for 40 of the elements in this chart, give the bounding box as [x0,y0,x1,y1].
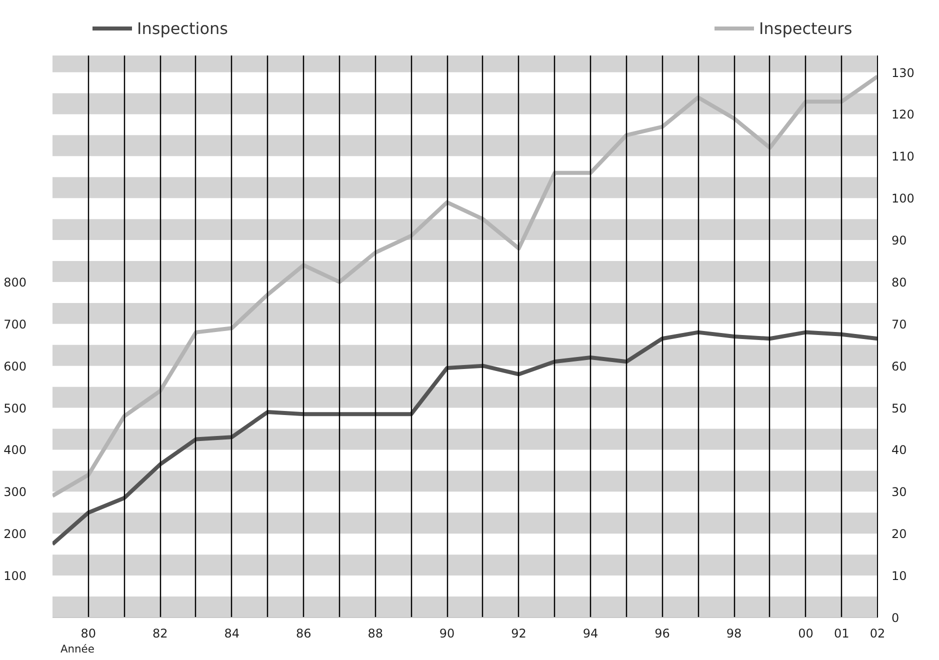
y2-tick-label: 80 [892,275,907,290]
y2-tick-label: 50 [892,401,907,416]
x-tick-label: 94 [582,626,598,640]
x-tick-label: 84 [224,626,240,640]
x-tick-label: 02 [870,626,886,640]
legend-label: Inspections [137,18,228,38]
x-tick-label: 86 [296,626,312,640]
y2-tick-label: 30 [892,485,907,500]
x-tick-label: 00 [798,626,814,640]
y-tick-label: 300 [4,485,26,500]
x-tick-label: 82 [152,626,168,640]
y-tick-label: 800 [4,275,26,290]
y-tick-label: 100 [4,569,26,584]
line-series [52,74,878,498]
y2-tick-label: 70 [892,317,907,332]
y-tick-label: 400 [4,443,26,458]
x-tick-label: 80 [80,626,96,640]
y-tick-label: 600 [4,359,26,374]
y2-tick-label: 0 [892,611,900,625]
legend-label: Inspecteurs [759,18,852,38]
x-tick-label: 88 [368,626,383,640]
y2-tick-label: 110 [892,150,914,164]
x-tick-label: 92 [511,626,526,640]
x-tick-label: 96 [654,626,670,640]
x-tick-label: 01 [834,626,850,640]
y2-tick-label: 10 [892,569,907,584]
x-tick-label: 90 [439,626,455,640]
y2-tick-label: 20 [892,527,907,542]
y-tick-label: 500 [4,401,26,416]
y-tick-label: 700 [4,317,26,332]
y2-tick-label: 130 [892,66,914,80]
y2-tick-label: 120 [892,108,914,122]
y-tick-label: 200 [4,527,26,542]
y2-tick-label: 90 [892,234,907,248]
x-tick-label: 98 [726,626,742,640]
x-axis-title: Année [60,642,94,656]
y2-tick-label: 100 [892,192,914,206]
line-series [52,330,878,546]
y2-tick-label: 60 [892,359,907,374]
y2-tick-label: 40 [892,443,907,458]
